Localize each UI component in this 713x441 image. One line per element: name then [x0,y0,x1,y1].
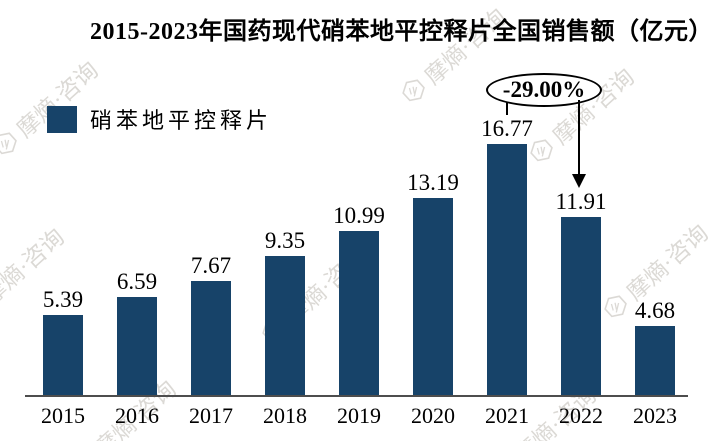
hexagon-logo-icon [402,79,425,102]
legend-swatch [47,105,77,133]
bar-2022 [561,217,601,396]
x-tick-label-2022: 2022 [559,403,603,428]
x-tick-label-2023: 2023 [633,403,677,428]
x-tick-label-2015: 2015 [41,403,85,428]
value-label-2018: 9.35 [264,227,306,253]
x-axis-labels: 2015 2016 2017 2018 2019 2020 2021 2022 2023 [26,403,692,429]
bar-2023 [635,326,675,396]
bar-2018 [265,256,305,396]
x-tick-label-2019: 2019 [337,403,381,428]
value-label-2022: 11.91 [555,188,607,214]
chart-title: 2015-2023年国药现代硝苯地平控释片全国销售额（亿元） [90,19,713,45]
bar-column-2017: 7.67 [174,253,248,396]
bar-column-2016: 6.59 [100,269,174,396]
value-label-2020: 13.19 [407,169,459,195]
bar-2016 [117,297,157,396]
legend-label: 硝苯地平控释片 [90,108,273,133]
bar-column-2015: 5.39 [26,287,100,396]
annotation-ellipse: -29.00% [486,73,602,107]
bar-column-2023: 4.68 [618,298,692,396]
x-tick-label-2021: 2021 [485,403,529,428]
value-label-2021: 16.77 [481,115,533,141]
annotation-arrowhead-icon [572,174,586,188]
bar-column-2020: 13.19 [396,170,470,396]
value-label-2015: 5.39 [42,286,84,312]
value-label-2019: 10.99 [333,202,385,228]
x-tick-label-2017: 2017 [189,403,233,428]
annotation-arrow [578,100,580,176]
x-tick-label-2016: 2016 [115,403,159,428]
bar-column-2021: 16.77 [470,116,544,396]
annotation-label: -29.00% [502,77,586,102]
annotation-callout-tick [506,102,508,115]
bar-2020 [413,198,453,396]
bar-2017 [191,281,231,396]
hexagon-logo-icon [0,132,17,155]
x-tick-label-2020: 2020 [411,403,455,428]
legend: 硝苯地平控释片 [47,103,272,135]
value-label-2016: 6.59 [116,268,158,294]
x-tick-label-2018: 2018 [263,403,307,428]
bar-column-2019: 10.99 [322,203,396,396]
bar-2019 [339,231,379,396]
x-axis-line [25,395,688,397]
bar-2015 [43,315,83,396]
plot-bars: 5.39 6.59 7.67 9.35 10.99 13.19 16.77 11.91 4.68 [26,116,692,396]
bar-2021 [487,144,527,396]
bar-column-2018: 9.35 [248,228,322,396]
value-label-2017: 7.67 [190,252,232,278]
value-label-2023: 4.68 [634,297,676,323]
bar-column-2022: 11.91 [544,189,618,396]
